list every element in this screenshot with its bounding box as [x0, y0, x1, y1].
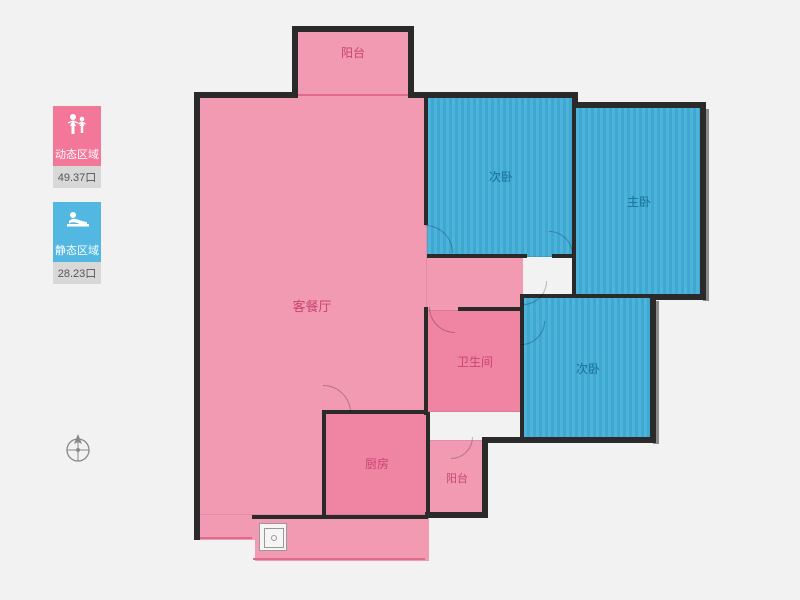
wall	[482, 437, 656, 443]
people-icon	[53, 106, 101, 142]
compass-icon	[60, 430, 96, 471]
floor-strip2	[197, 540, 255, 561]
legend-static: 静态区域 28.23口	[48, 202, 106, 284]
wall	[322, 410, 326, 518]
corridor	[427, 257, 523, 310]
wall	[194, 92, 295, 98]
wall	[650, 294, 706, 300]
legend-dynamic-value: 49.37口	[53, 166, 101, 188]
room-kitchen: 厨房	[325, 412, 429, 515]
wall	[411, 92, 578, 98]
room-balcony-top: 阳台	[295, 29, 411, 95]
window	[298, 94, 408, 96]
wall	[194, 92, 200, 540]
room-bed2-bottom: 次卧	[523, 297, 653, 440]
wall	[572, 102, 706, 108]
legend-dynamic-label: 动态区域	[53, 142, 101, 166]
window	[253, 558, 425, 560]
floorplan: 阳台 客餐厅 卫生间 厨房 阳台 次卧 主卧 次卧	[197, 29, 703, 561]
room-label: 阳台	[341, 44, 365, 61]
room-label: 卫生间	[457, 353, 493, 370]
room-label: 次卧	[576, 360, 600, 377]
wall	[408, 26, 414, 98]
legend-static-value: 28.23口	[53, 262, 101, 284]
wall	[424, 307, 428, 415]
room-label: 主卧	[627, 193, 651, 210]
room-label: 阳台	[446, 470, 468, 486]
room-bed1: 主卧	[575, 105, 703, 297]
wall	[520, 294, 524, 440]
person-rest-icon	[53, 202, 101, 238]
room-label: 厨房	[365, 455, 389, 472]
wall	[700, 102, 706, 300]
room-label: 客餐厅	[292, 296, 331, 315]
wall	[292, 26, 298, 98]
legend-static-label: 静态区域	[53, 238, 101, 262]
wall	[572, 108, 576, 297]
wall	[424, 95, 428, 225]
wall	[427, 254, 527, 258]
wall	[426, 412, 430, 518]
wall	[292, 26, 414, 32]
wall	[482, 437, 488, 518]
wall	[425, 512, 488, 518]
legend-dynamic: 动态区域 49.37口	[48, 106, 106, 188]
wall	[458, 307, 523, 311]
plumb-fixture	[259, 523, 287, 551]
wall	[650, 294, 656, 443]
legend: 动态区域 49.37口 静态区域 28.23口	[48, 106, 106, 298]
window	[200, 537, 252, 539]
wall	[252, 515, 428, 519]
room-label: 次卧	[489, 168, 513, 185]
